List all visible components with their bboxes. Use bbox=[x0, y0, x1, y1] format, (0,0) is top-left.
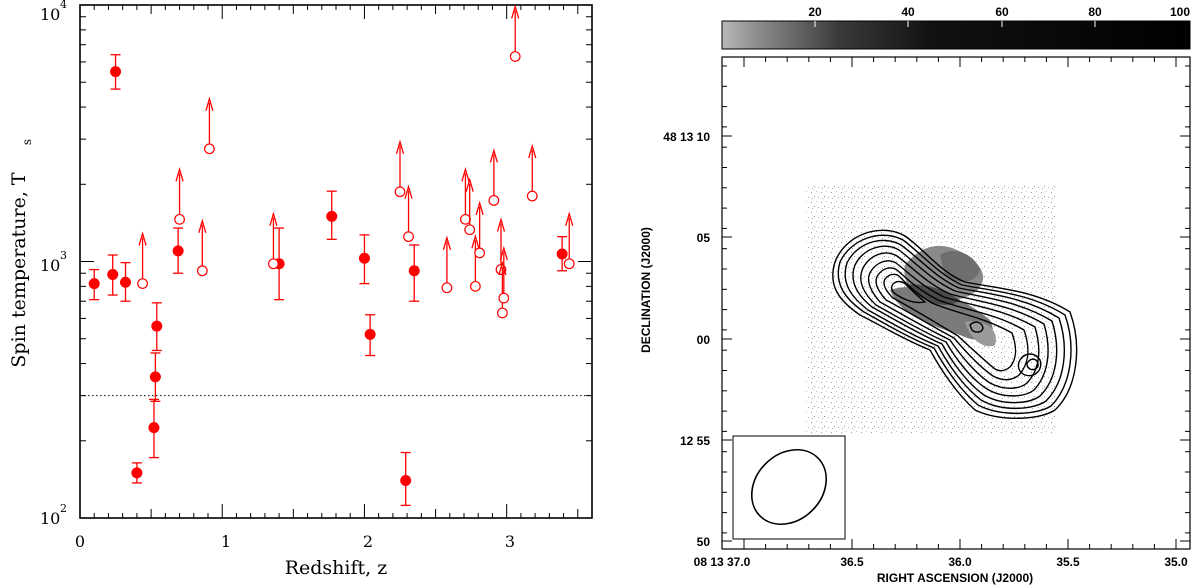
ra-tick-label-0: 08 13 37.0 bbox=[694, 555, 751, 569]
left-chart: 0 1 2 3 10 2 10 3 10 4 Redshift, z Spin … bbox=[8, 0, 593, 579]
beam-ellipse bbox=[750, 448, 828, 526]
lower-limit-point bbox=[526, 190, 538, 202]
colorbar-ticks bbox=[814, 21, 1096, 27]
left-plot-frame bbox=[79, 4, 593, 519]
lower-limit-point bbox=[137, 278, 148, 290]
y-axis-label: Spin temperature, T s bbox=[8, 139, 34, 368]
lower-limit-point bbox=[403, 231, 414, 243]
ra-tick-label-1: 36.5 bbox=[840, 555, 864, 569]
limit-arrowhead bbox=[498, 260, 507, 276]
colorbar-label-80: 80 bbox=[1088, 5, 1102, 19]
svg-text:4: 4 bbox=[60, 0, 67, 11]
left-data-marks bbox=[88, 5, 575, 507]
ra-tick-label-2: 36.0 bbox=[948, 555, 972, 569]
image-axis-ticks bbox=[722, 57, 1190, 549]
limit-arrowhead bbox=[175, 167, 184, 182]
ra-tick-label-3: 35.5 bbox=[1056, 555, 1080, 569]
lower-limit-point bbox=[464, 224, 476, 236]
x-axis-label: Redshift, z bbox=[285, 557, 388, 579]
lower-limit-point bbox=[488, 195, 500, 206]
x-tick-label-1: 1 bbox=[221, 532, 231, 551]
lower-limit-point bbox=[497, 307, 508, 319]
x-tick-label-3: 3 bbox=[505, 532, 515, 551]
limit-arrowhead bbox=[395, 139, 405, 154]
limit-arrowhead bbox=[205, 96, 214, 111]
limit-arrowhead bbox=[461, 167, 470, 182]
detection-point bbox=[110, 66, 122, 78]
limit-arrowhead bbox=[471, 234, 480, 249]
limit-arrowhead bbox=[198, 218, 207, 233]
dec-tick-label-4: 50 bbox=[697, 535, 711, 549]
ra-axis-label: RIGHT ASCENSION (J2000) bbox=[877, 571, 1033, 585]
detection-point bbox=[358, 252, 370, 264]
dec-tick-label-2: 00 bbox=[697, 333, 711, 347]
svg-text:10: 10 bbox=[40, 5, 60, 24]
lower-limit-point bbox=[394, 186, 406, 198]
detection-point bbox=[148, 422, 160, 434]
lower-limit-point bbox=[498, 292, 510, 304]
x-tick-label-0: 0 bbox=[75, 532, 85, 551]
y-tick-label-3: 10 3 bbox=[40, 249, 67, 275]
detection-point bbox=[107, 268, 119, 280]
limit-arrowhead bbox=[528, 143, 537, 159]
lower-limit-point bbox=[441, 282, 453, 294]
lower-limit-point bbox=[196, 265, 208, 277]
lower-limit-point bbox=[469, 280, 481, 292]
colorbar-label-60: 60 bbox=[995, 5, 1009, 19]
lower-limit-point bbox=[204, 143, 215, 155]
lower-limit-point bbox=[474, 247, 486, 259]
detection-point bbox=[400, 475, 412, 487]
detection-point bbox=[120, 276, 132, 288]
limit-arrowhead bbox=[138, 231, 147, 246]
detection-point bbox=[326, 210, 338, 222]
colorbar-label-40: 40 bbox=[901, 5, 915, 19]
dec-tick-label-1: 05 bbox=[697, 231, 711, 245]
detection-point bbox=[364, 328, 376, 340]
limit-arrowhead bbox=[465, 177, 474, 192]
lower-limit-point bbox=[174, 213, 185, 225]
limit-arrowhead bbox=[499, 245, 508, 261]
svg-text:10: 10 bbox=[40, 509, 60, 528]
svg-text:s: s bbox=[20, 139, 34, 145]
detection-point bbox=[172, 245, 184, 257]
dec-tick-label-3: 12 55 bbox=[680, 434, 710, 448]
detection-point bbox=[88, 278, 100, 290]
detection-point bbox=[408, 265, 420, 277]
detection-point bbox=[149, 371, 161, 383]
colorbar bbox=[721, 20, 1191, 50]
lower-limit-point bbox=[563, 258, 575, 270]
svg-text:Spin temperature, T: Spin temperature, T bbox=[8, 172, 30, 368]
limit-arrowhead bbox=[565, 211, 574, 226]
limit-arrowhead bbox=[489, 148, 498, 163]
limit-arrowhead bbox=[442, 235, 452, 250]
y-tick-label-4: 10 4 bbox=[40, 0, 67, 24]
limit-arrowhead bbox=[269, 211, 278, 226]
limit-arrowhead bbox=[404, 184, 413, 199]
dec-axis-label: DECLINATION (J2000) bbox=[639, 227, 653, 353]
limit-arrowhead bbox=[496, 217, 506, 232]
svg-text:3: 3 bbox=[60, 249, 67, 262]
limit-arrowhead bbox=[511, 5, 520, 19]
limit-arrowhead bbox=[475, 200, 484, 216]
detection-point bbox=[151, 320, 163, 332]
y-tick-label-2: 10 2 bbox=[40, 502, 67, 528]
detection-point bbox=[131, 467, 143, 479]
left-axis-ticks bbox=[79, 4, 592, 519]
dec-tick-label-0: 48 13 10 bbox=[663, 130, 710, 144]
contours bbox=[832, 229, 1078, 419]
greyscale-image bbox=[805, 183, 1055, 435]
lower-limit-point bbox=[268, 258, 279, 270]
lower-limit-point bbox=[509, 51, 521, 62]
x-tick-label-2: 2 bbox=[363, 532, 373, 551]
colorbar-label-100: 100 bbox=[1170, 5, 1190, 19]
detection-point bbox=[556, 248, 568, 260]
colorbar-label-20: 20 bbox=[808, 5, 822, 19]
right-chart: 20 40 60 80 100 bbox=[639, 5, 1191, 585]
beam-inset bbox=[732, 435, 846, 540]
ra-tick-label-4: 35.0 bbox=[1164, 555, 1188, 569]
svg-text:2: 2 bbox=[60, 502, 67, 515]
svg-text:10: 10 bbox=[40, 256, 60, 275]
lower-limit-point bbox=[460, 213, 471, 225]
